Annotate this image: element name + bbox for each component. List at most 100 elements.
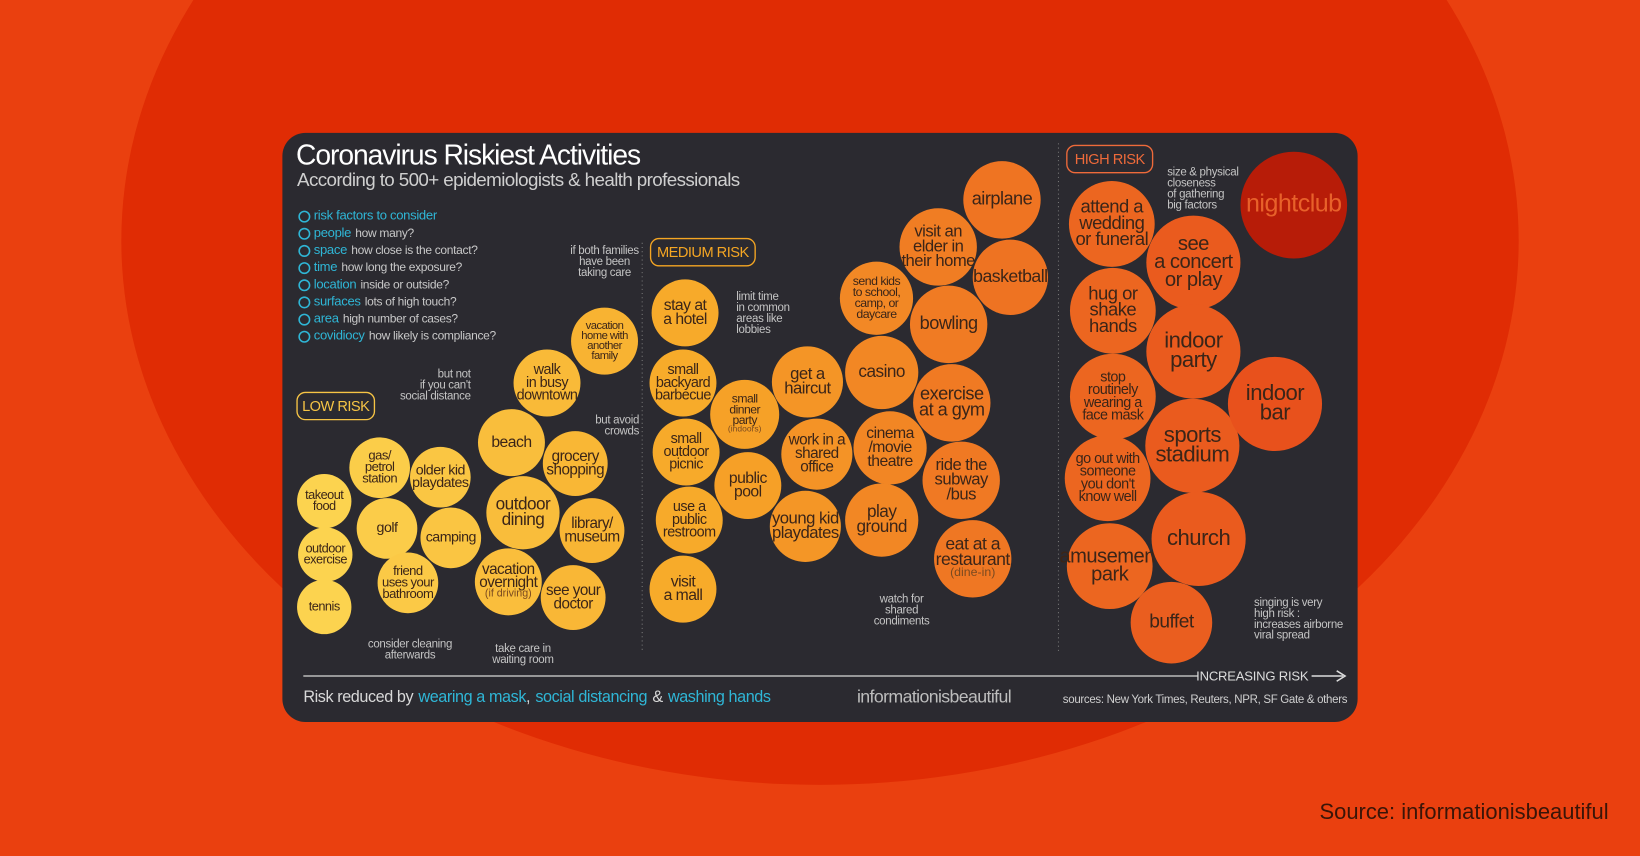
activity-bubble [542,431,608,497]
activity-label: pool [734,484,762,501]
activity-label: nightclub [1246,190,1342,218]
legend-item: location inside or outside? [314,277,450,292]
zone-label: LOW RISK [302,399,370,415]
annotation: watch for [879,594,924,606]
activity-label: eat at a [945,533,1000,553]
activity-label: you don't [1081,476,1135,492]
activity-label: airplane [972,189,1033,209]
activity-bubble [559,498,625,563]
activity-label: golf [377,520,398,536]
activity-label: playdates [772,523,839,542]
annotation: viral spread [1254,630,1310,642]
activity-label: hug or [1088,282,1138,303]
activity-label: amusement [1059,546,1160,568]
activity-label: shared [795,445,839,462]
activity-label: bathroom [382,586,434,601]
axis-label: INCREASING RISK [1196,669,1309,684]
activity-bubble [513,349,581,417]
activity-note: (if driving) [485,588,532,600]
legend-item: people how many? [314,225,415,240]
legend-desc: how likely is compliance? [369,329,497,343]
legend-item: time how long the exposure? [314,260,463,275]
activity-label: theatre [867,453,913,470]
annotation: high risk : [1254,608,1300,620]
annotation: if you can't [420,380,472,392]
activity-label: bar [1260,400,1291,425]
activity-label: doctor [554,595,594,612]
activity-bubble [349,437,410,499]
legend-term: people [314,225,351,240]
activity-label: public [729,470,768,487]
activity-bubble [474,548,542,616]
activity-label: basketball [973,266,1047,286]
activity-label: send kids [853,274,901,288]
activity-label: vacation [586,320,624,332]
legend-icon [298,313,311,326]
annotation: areas like [736,313,782,325]
activity-label: a concert [1154,251,1233,273]
activity-label: wearing a [1083,395,1143,411]
activity-label: museum [564,528,619,545]
activity-label: outdoor [664,444,710,460]
activity-bubble [1066,523,1153,610]
annotation: increases airborne [1254,619,1343,631]
activity-bubble [1130,581,1213,664]
activity-bubble [1240,151,1348,259]
activity-bubble [1227,356,1323,452]
legend-item: surfaces lots of high touch? [314,294,457,309]
activity-label: indoor [1246,380,1304,405]
activity-label: work in a [788,432,847,449]
activity-label: dining [502,509,545,529]
activity-label: family [591,350,618,362]
activity-label: /bus [947,484,977,503]
activity-label: see your [546,582,601,599]
activity-bubble [913,364,991,442]
legend-term: location [314,277,357,292]
annotation: condiments [874,616,930,628]
activity-label: daycare [856,307,897,321]
legend-term: area [314,311,340,326]
legend-icon [298,296,311,309]
activity-label: tennis [309,598,340,613]
legend-desc: how close is the contact? [351,243,478,257]
zone-label: MEDIUM RISK [657,245,749,261]
arrow-head [1336,670,1347,682]
activity-label: indoor [1164,328,1222,353]
activity-label: subway [935,470,990,489]
footer-sources: sources: New York Times, Reuters, NPR, S… [1063,694,1348,706]
activity-label: shopping [546,461,604,478]
legend-term: space [314,242,347,257]
legend-icon [298,330,311,343]
activity-bubble [571,307,639,375]
legend-item: space how close is the contact? [314,242,478,257]
activity-bubble [899,208,977,286]
activity-label: stadium [1155,441,1229,466]
activity-bubble [477,409,545,477]
activity-bubble [1151,491,1246,587]
footer-action: social distancing [535,688,647,706]
legend-icon [298,244,311,257]
activity-label: small [671,431,702,447]
footer-brand: informationisbeautiful [857,687,1011,707]
activity-label: exercise [304,552,348,567]
legend-term: risk factors to consider [314,208,438,223]
activity-label: barbecue [655,388,711,404]
activity-bubble [297,579,352,635]
activity-label: party [732,413,758,427]
activity-label: public [672,512,707,528]
activity-label: office [800,459,833,476]
activity-label: stay at [664,297,708,314]
activity-bubble [1068,181,1155,267]
legend-icon [298,227,311,240]
activity-bubble [1064,435,1151,522]
annotation: of gathering [1167,189,1224,201]
activity-label: routinely [1088,382,1139,398]
activity-label: party [1170,347,1218,372]
activity-bubble [297,474,352,529]
activity-bubble [1069,267,1156,354]
activity-label: downtown [517,388,578,404]
activity-bubble [1146,215,1241,310]
activity-label: young kid [772,508,839,527]
activity-label: park [1091,563,1130,585]
activity-bubble [781,418,853,490]
